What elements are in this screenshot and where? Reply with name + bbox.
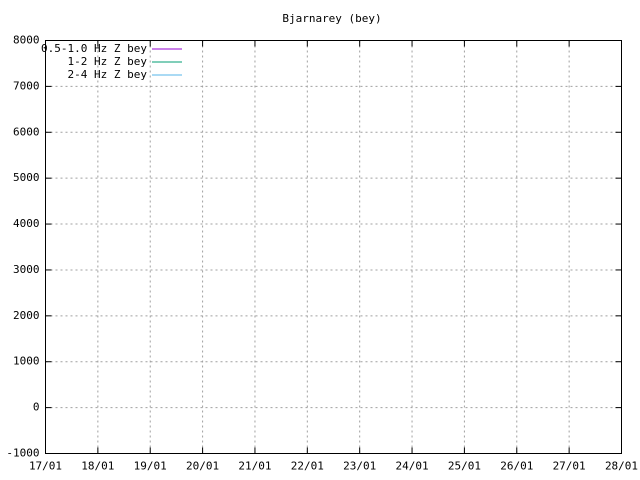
x-tick-label: 22/01 [291,460,324,473]
x-tick-label: 23/01 [343,460,376,473]
y-tick-label: 0 [33,401,40,414]
y-tick-label: 8000 [13,34,40,47]
x-tick-label: 18/01 [81,460,114,473]
legend-label: 0.5-1.0 Hz Z bey [41,42,147,55]
y-tick-label: 7000 [13,79,40,92]
x-tick-label: 20/01 [186,460,219,473]
x-tick-label: 27/01 [553,460,586,473]
plot-frame [45,40,622,454]
x-tick-label: 26/01 [500,460,533,473]
y-tick-label: 5000 [13,171,40,184]
legend-label: 2-4 Hz Z bey [68,68,148,81]
y-tick-label: 3000 [13,263,40,276]
legend-label: 1-2 Hz Z bey [68,55,148,68]
x-tick-label: 25/01 [448,460,481,473]
y-tick-label: 1000 [13,355,40,368]
x-tick-label: 21/01 [238,460,271,473]
y-tick-label: 6000 [13,125,40,138]
chart-title: Bjarnarey (bey) [282,12,381,25]
y-tick-label: 2000 [13,309,40,322]
x-tick-label: 28/01 [605,460,638,473]
x-tick-label: 19/01 [134,460,167,473]
x-tick-label: 17/01 [29,460,62,473]
x-tick-label: 24/01 [395,460,428,473]
y-tick-label: -1000 [6,447,39,460]
y-tick-label: 4000 [13,217,40,230]
